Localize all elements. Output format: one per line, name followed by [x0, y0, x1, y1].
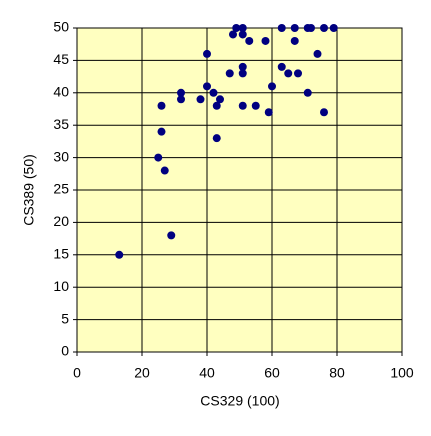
x-tick-label: 80: [329, 365, 345, 381]
point: [177, 95, 185, 104]
y-tick-label: 50: [53, 19, 69, 35]
y-tick-label: 10: [53, 278, 69, 294]
y-tick-label: 25: [53, 181, 69, 197]
point: [294, 69, 302, 78]
y-axis-label: CS389 (50): [21, 154, 37, 226]
point: [154, 153, 163, 162]
x-tick-label: 20: [134, 365, 150, 381]
y-tick-label: 35: [53, 116, 69, 132]
point: [216, 95, 224, 104]
point: [284, 69, 293, 78]
y-tick-label: 5: [61, 310, 69, 326]
point: [232, 24, 241, 32]
point: [115, 250, 124, 259]
point: [225, 69, 234, 78]
x-axis-label: CS329 (100): [200, 393, 279, 409]
point: [212, 134, 221, 143]
point: [245, 36, 254, 45]
point: [238, 69, 247, 78]
point: [320, 24, 328, 32]
x-tick-label: 60: [264, 365, 280, 381]
point: [196, 95, 205, 104]
point: [167, 231, 176, 240]
point: [238, 62, 247, 71]
point: [177, 88, 185, 97]
point: [290, 36, 299, 45]
y-tick-label: 30: [53, 148, 69, 164]
point: [238, 24, 247, 32]
point: [209, 88, 218, 97]
point: [229, 30, 237, 39]
point: [290, 24, 299, 32]
x-tick-label: 40: [199, 365, 215, 381]
point: [329, 24, 338, 32]
point: [320, 108, 328, 117]
point: [160, 166, 169, 175]
point: [251, 101, 260, 110]
y-tick-label: 45: [53, 51, 69, 67]
point: [212, 101, 221, 110]
point: [238, 101, 247, 110]
point: [264, 108, 273, 117]
point: [303, 88, 312, 97]
y-tick-label: 20: [53, 213, 69, 229]
y-tick-label: 0: [61, 343, 69, 359]
point: [238, 30, 247, 39]
x-tick-label: 100: [390, 365, 414, 381]
point: [313, 49, 322, 58]
point: [157, 101, 166, 110]
point: [203, 49, 211, 58]
point: [268, 82, 276, 91]
point: [203, 82, 211, 91]
point: [277, 24, 286, 32]
y-tick-label: 40: [53, 84, 69, 100]
point: [277, 62, 286, 71]
point: [307, 24, 315, 32]
y-tick-label: 15: [53, 246, 69, 262]
point: [157, 127, 166, 136]
point: [261, 36, 270, 45]
x-tick-label: 0: [73, 365, 81, 381]
